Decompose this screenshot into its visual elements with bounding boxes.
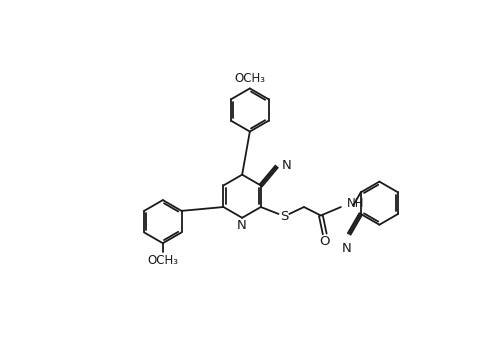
Text: N: N [282, 159, 292, 172]
Text: S: S [280, 210, 288, 223]
Text: O: O [319, 235, 330, 248]
Text: N: N [237, 219, 246, 232]
Text: OCH₃: OCH₃ [234, 72, 265, 85]
Text: OCH₃: OCH₃ [147, 254, 178, 267]
Text: NH: NH [347, 197, 365, 210]
Text: N: N [342, 243, 352, 256]
